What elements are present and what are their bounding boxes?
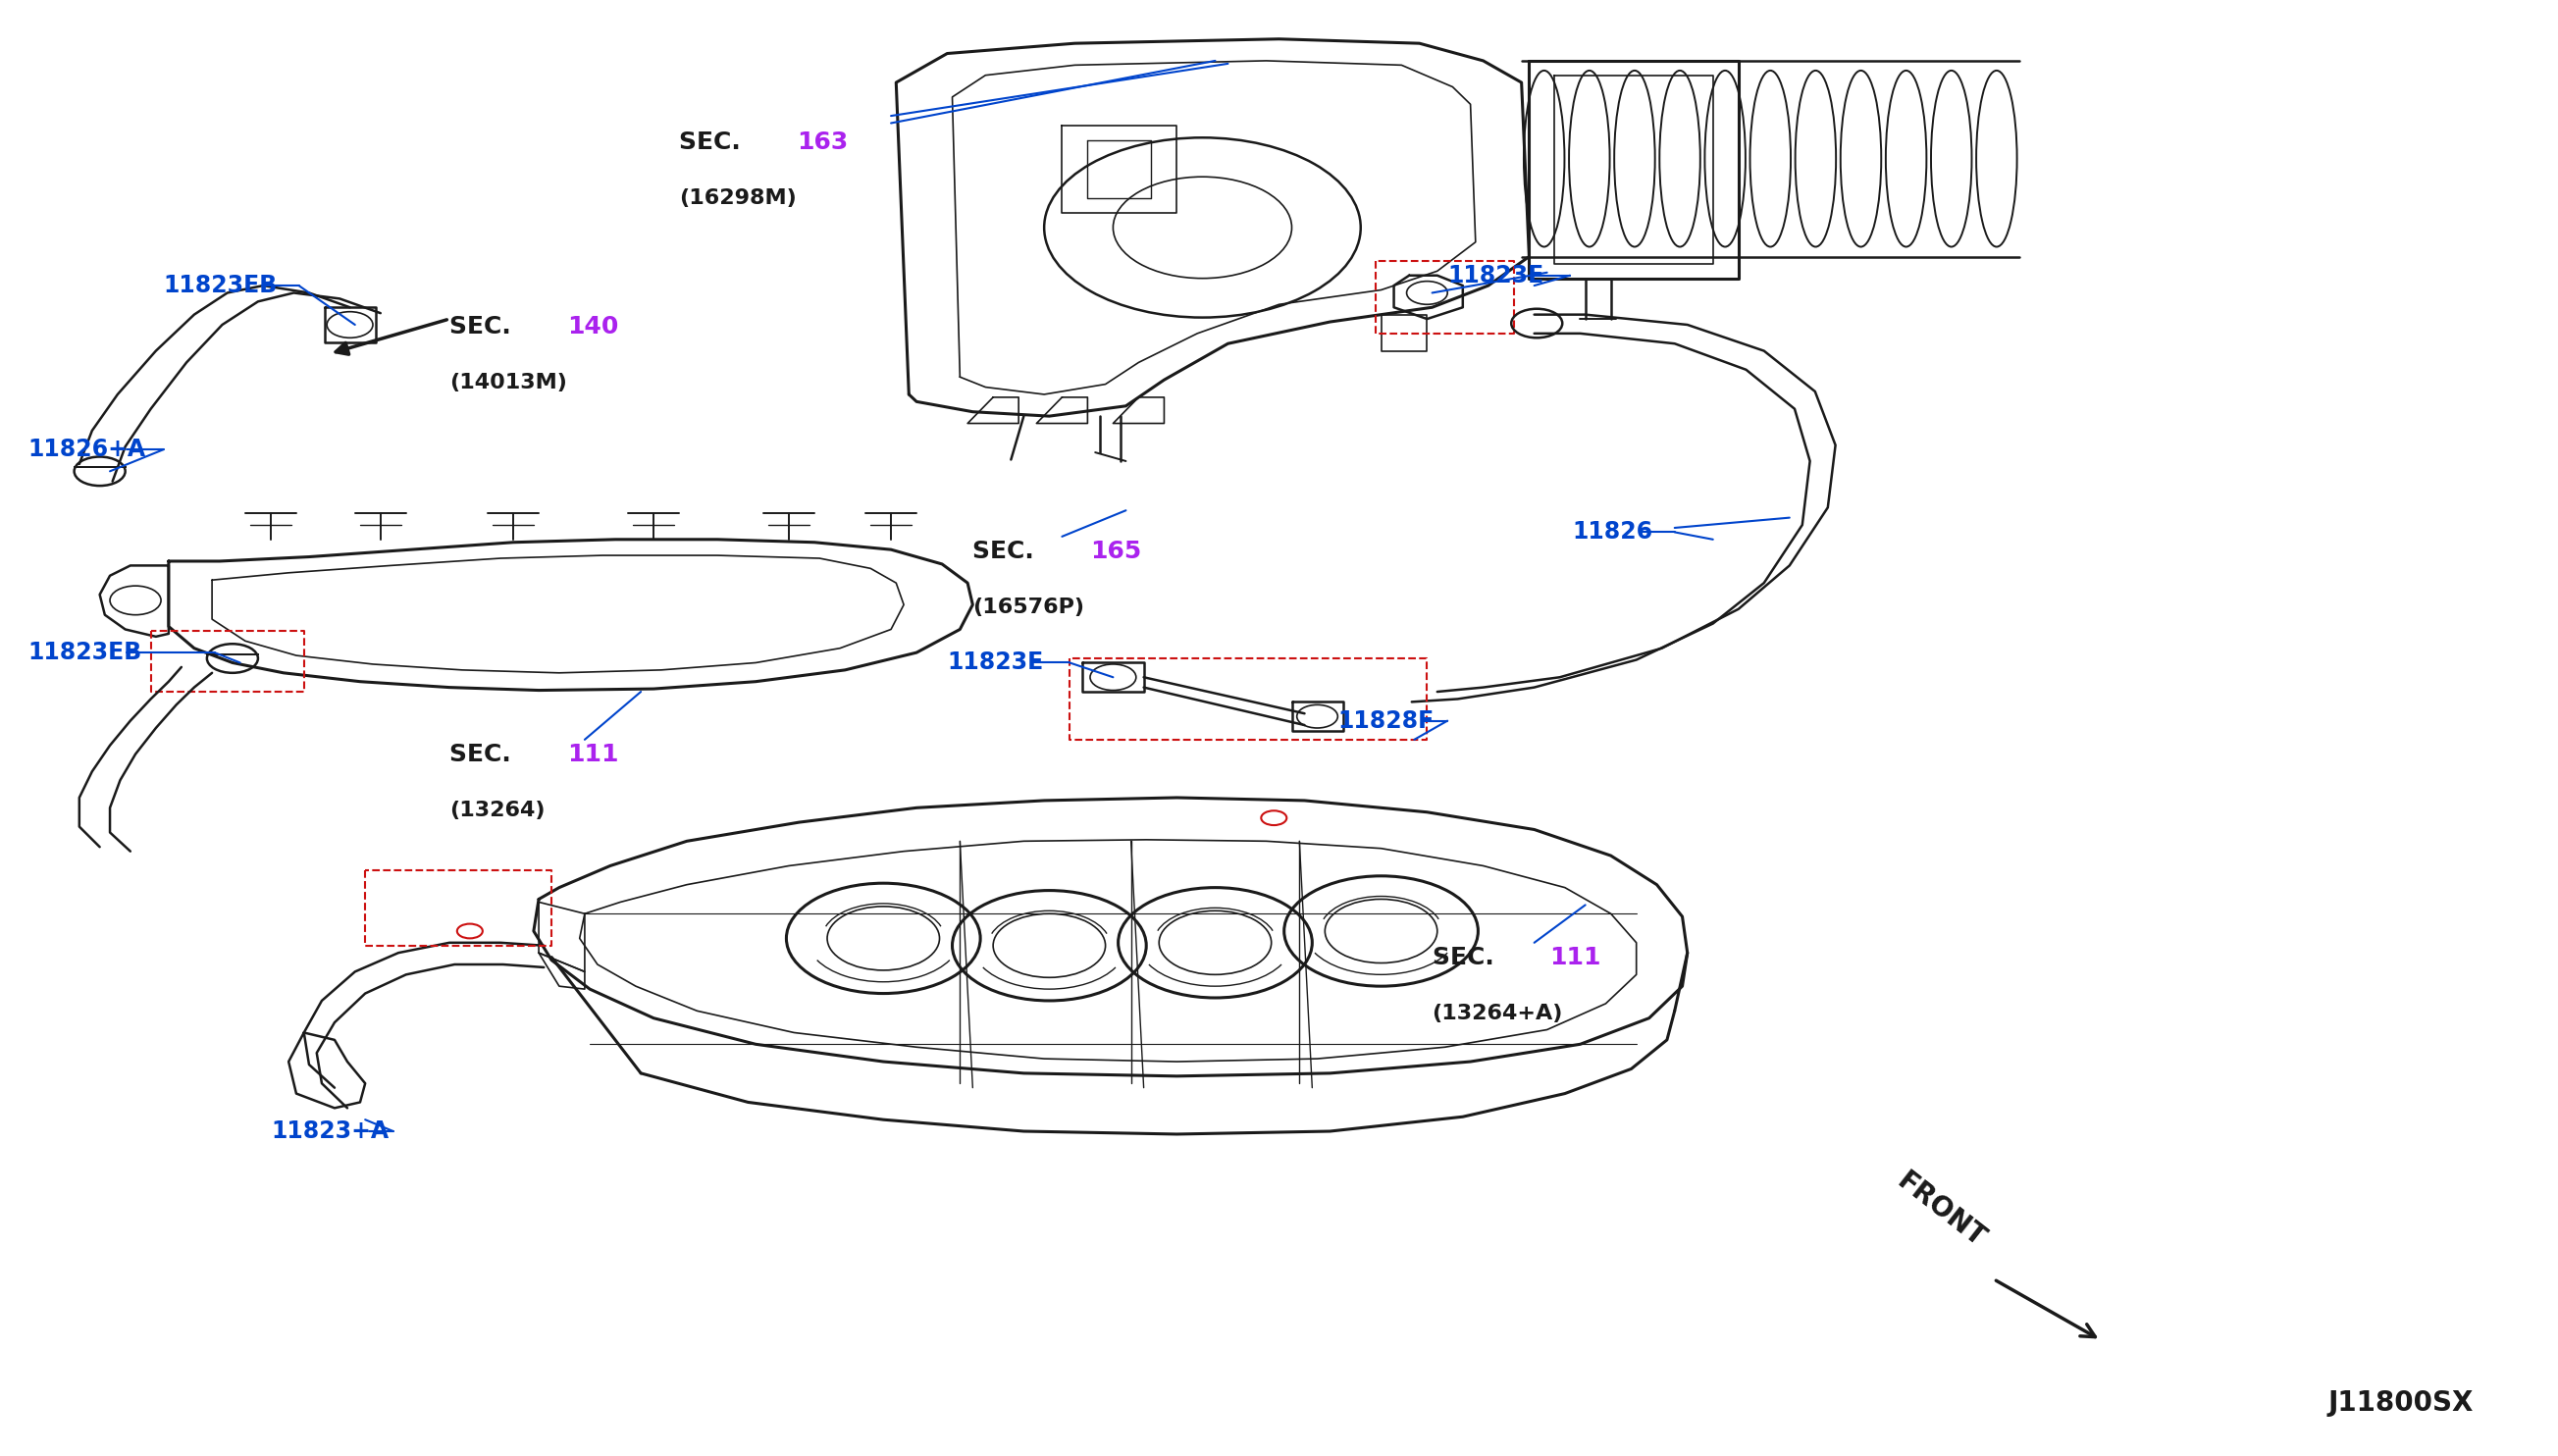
Text: SEC.: SEC.: [1432, 945, 1512, 970]
Text: 165: 165: [1090, 539, 1141, 563]
Text: SEC.: SEC.: [680, 131, 757, 154]
Text: 11823EB: 11823EB: [28, 641, 143, 664]
Text: 111: 111: [1550, 945, 1601, 970]
Text: J11800SX: J11800SX: [2328, 1389, 2474, 1417]
Text: FRONT: FRONT: [1890, 1168, 1990, 1254]
Text: 11826: 11826: [1573, 520, 1652, 545]
Text: SEC.: SEC.: [972, 539, 1051, 563]
Text: (13264): (13264): [450, 801, 545, 820]
Text: 11823EB: 11823EB: [164, 274, 279, 297]
Text: 140: 140: [568, 314, 619, 338]
Text: (16298M): (16298M): [680, 188, 796, 208]
Text: 111: 111: [568, 743, 619, 766]
Text: 11826+A: 11826+A: [28, 438, 146, 462]
Text: 11828F: 11828F: [1338, 709, 1435, 732]
Text: (16576P): (16576P): [972, 597, 1085, 617]
Text: (14013M): (14013M): [450, 373, 568, 392]
Text: 11823E: 11823E: [1448, 264, 1545, 287]
Text: 163: 163: [796, 131, 847, 154]
Text: 11823E: 11823E: [946, 651, 1044, 674]
Text: (13264+A): (13264+A): [1432, 1003, 1563, 1024]
Text: SEC.: SEC.: [450, 314, 527, 338]
Text: SEC.: SEC.: [450, 743, 527, 766]
Text: 11823+A: 11823+A: [271, 1120, 389, 1143]
